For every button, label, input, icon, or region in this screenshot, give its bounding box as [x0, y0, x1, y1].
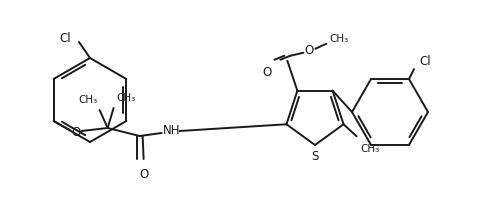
- Text: S: S: [311, 150, 319, 164]
- Text: Cl: Cl: [59, 31, 71, 45]
- Text: CH₃: CH₃: [360, 144, 379, 154]
- Text: NH: NH: [163, 125, 180, 137]
- Text: CH₃: CH₃: [116, 93, 135, 103]
- Text: Cl: Cl: [419, 55, 431, 68]
- Text: O: O: [139, 168, 148, 181]
- Text: CH₃: CH₃: [330, 34, 349, 44]
- Text: O: O: [71, 127, 80, 140]
- Text: O: O: [305, 44, 314, 57]
- Text: O: O: [263, 66, 272, 79]
- Text: CH₃: CH₃: [78, 95, 97, 105]
